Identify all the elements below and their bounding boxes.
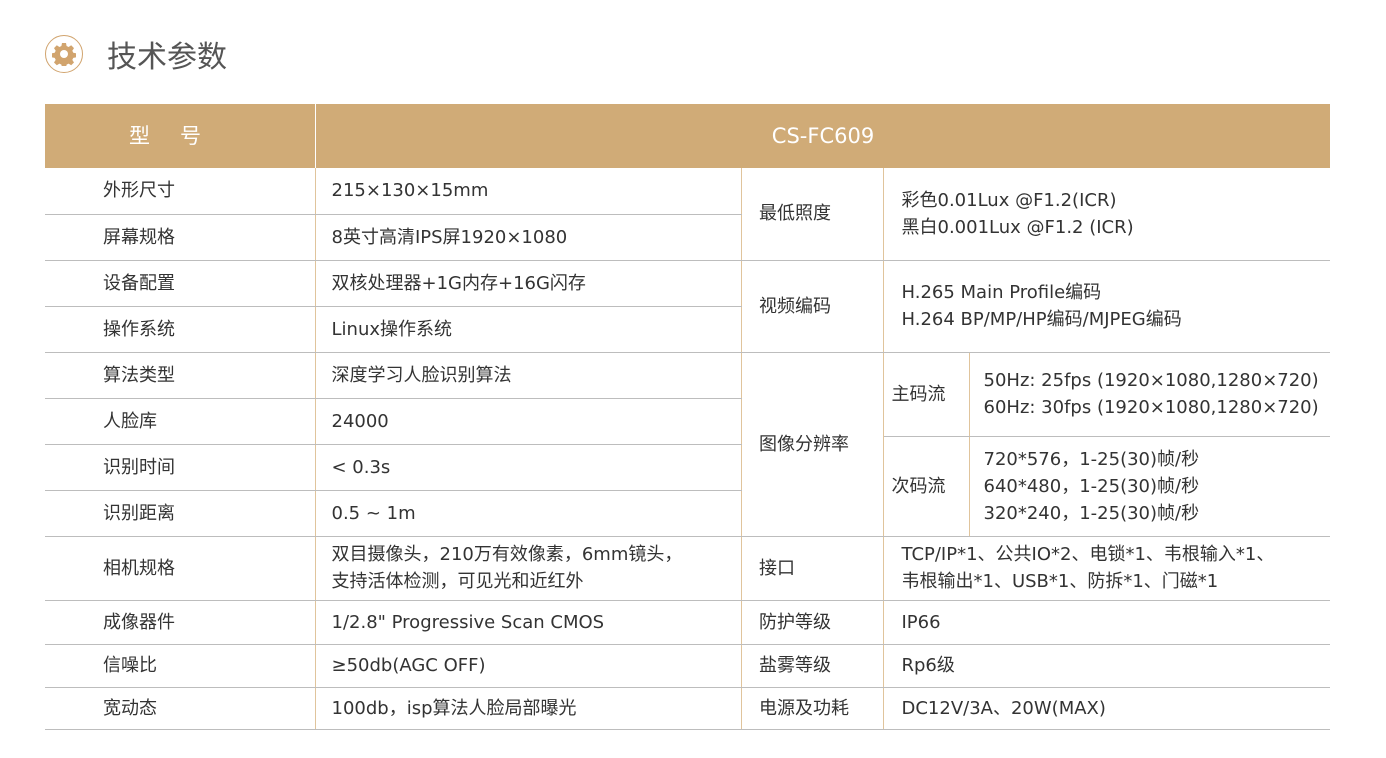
- model-value: CS-FC609: [771, 124, 875, 148]
- value-line: 50Hz: 25fps (1920×1080,1280×720): [983, 370, 1319, 391]
- spec-value: Linux操作系统: [315, 306, 742, 353]
- value-line: H.264 BP/MP/HP编码/MJPEG编码: [901, 309, 1182, 330]
- spec-row: 识别时间 < 0.3s: [45, 444, 742, 491]
- spec-value: 100db，isp算法人脸局部曝光: [315, 687, 742, 730]
- value-line: 双目摄像头，210万有效像素，6mm镜头，: [331, 544, 683, 565]
- spec-subkey: 主码流: [883, 352, 970, 437]
- spec-value: 彩色0.01Lux @F1.2(ICR) 黑白0.001Lux @F1.2 (IC…: [883, 168, 1330, 261]
- value-line: 彩色0.01Lux @F1.2(ICR): [901, 189, 1117, 211]
- value-line: 8英寸高清IPS屏1920×1080: [331, 226, 568, 248]
- value-line: < 0.3s: [331, 456, 391, 478]
- spec-value: 双核处理器+1G内存+16G闪存: [315, 260, 742, 307]
- gear-icon: [45, 35, 83, 73]
- spec-value: DC12V/3A、20W(MAX): [883, 687, 1330, 730]
- value-line: 0.5 ~ 1m: [331, 502, 416, 524]
- spec-key: 宽动态: [45, 687, 316, 730]
- spec-value: 720*576，1-25(30)帧/秒 640*480，1-25(30)帧/秒 32…: [969, 436, 1330, 537]
- value-line: 640*480，1-25(30)帧/秒: [983, 475, 1200, 497]
- spec-row: 设备配置 双核处理器+1G内存+16G闪存: [45, 260, 742, 307]
- spec-key: 识别时间: [45, 444, 316, 491]
- spec-value: 深度学习人脸识别算法: [315, 352, 742, 399]
- value-line: 720*576，1-25(30)帧/秒: [983, 448, 1200, 470]
- spec-subkey: 次码流: [883, 436, 970, 537]
- spec-value: TCP/IP*1、公共IO*2、电锁*1、韦根输入*1、 韦根输出*1、USB*1…: [883, 536, 1330, 601]
- spec-key: 算法类型: [45, 352, 316, 399]
- spec-row: 外形尺寸 215×130×15mm: [45, 168, 742, 215]
- value-line: 深度学习人脸识别算法: [331, 364, 512, 386]
- spec-key: 视频编码: [741, 260, 884, 353]
- spec-key: 外形尺寸: [45, 168, 316, 215]
- value-line: Rp6级: [901, 655, 955, 676]
- value-line: DC12V/3A、20W(MAX): [901, 697, 1106, 719]
- spec-value: ≥50db(AGC OFF): [315, 644, 742, 688]
- spec-key: 接口: [741, 536, 884, 601]
- value-line: 215×130×15mm: [331, 180, 489, 202]
- spec-value: 24000: [315, 398, 742, 445]
- spec-key: 人脸库: [45, 398, 316, 445]
- spec-row: 识别距离 0.5 ~ 1m: [45, 490, 742, 537]
- spec-key: 识别距离: [45, 490, 316, 537]
- spec-row: 操作系统 Linux操作系统: [45, 306, 742, 353]
- value-line: 320*240，1-25(30)帧/秒: [983, 502, 1200, 524]
- spec-key: 盐雾等级: [741, 644, 884, 688]
- value-line: 黑白0.001Lux @F1.2 (ICR): [901, 216, 1134, 238]
- value-line: IP66: [901, 611, 941, 633]
- spec-value: 8英寸高清IPS屏1920×1080: [315, 214, 742, 261]
- value-line: H.265 Main Profile编码: [901, 282, 1102, 303]
- value-line: 韦根输出*1、USB*1、防拆*1、门磁*1: [901, 571, 1219, 592]
- spec-value: 50Hz: 25fps (1920×1080,1280×720) 60Hz: 30…: [969, 352, 1330, 437]
- spec-row: 宽动态 100db，isp算法人脸局部曝光: [45, 687, 742, 730]
- spec-value: IP66: [883, 600, 1330, 645]
- spec-key: 操作系统: [45, 306, 316, 353]
- section-title: 技术参数: [45, 32, 227, 76]
- spec-table-left: 外形尺寸 215×130×15mm 屏幕规格 8英寸高清IPS屏1920×1080 设备…: [45, 168, 742, 730]
- value-line: 双核处理器+1G内存+16G闪存: [331, 272, 586, 294]
- model-label: 型号: [45, 104, 316, 168]
- table-header: 型号 CS-FC609: [45, 104, 1330, 168]
- spec-row: 信噪比 ≥50db(AGC OFF): [45, 644, 742, 688]
- spec-key: 相机规格: [45, 536, 316, 601]
- value-line: ≥50db(AGC OFF): [331, 655, 486, 676]
- spec-value: < 0.3s: [315, 444, 742, 491]
- spec-value: H.265 Main Profile编码 H.264 BP/MP/HP编码/MJP…: [883, 260, 1330, 353]
- spec-row: 算法类型 深度学习人脸识别算法: [45, 352, 742, 399]
- spec-row: 成像器件 1/2.8" Progressive Scan CMOS: [45, 600, 742, 645]
- value-line: 24000: [331, 410, 389, 432]
- page-title: 技术参数: [107, 40, 227, 75]
- value-line: TCP/IP*1、公共IO*2、电锁*1、韦根输入*1、: [901, 544, 1275, 565]
- value-line: 支持活体检测，可见光和近红外: [331, 571, 584, 592]
- value-line: Linux操作系统: [331, 318, 453, 340]
- spec-row: 屏幕规格 8英寸高清IPS屏1920×1080: [45, 214, 742, 261]
- spec-table-right: 最低照度 彩色0.01Lux @F1.2(ICR) 黑白0.001Lux @F1.2…: [741, 168, 1330, 730]
- spec-key: 图像分辨率: [741, 352, 884, 537]
- spec-row: 相机规格 双目摄像头，210万有效像素，6mm镜头， 支持活体检测，可见光和近红外: [45, 536, 742, 601]
- value-line: 60Hz: 30fps (1920×1080,1280×720): [983, 397, 1319, 418]
- spec-key: 最低照度: [741, 168, 884, 261]
- spec-key: 屏幕规格: [45, 214, 316, 261]
- value-line: 100db，isp算法人脸局部曝光: [331, 697, 577, 719]
- spec-value: 双目摄像头，210万有效像素，6mm镜头， 支持活体检测，可见光和近红外: [315, 536, 742, 601]
- value-line: 1/2.8" Progressive Scan CMOS: [331, 611, 605, 633]
- spec-value: 0.5 ~ 1m: [315, 490, 742, 537]
- spec-key: 成像器件: [45, 600, 316, 645]
- spec-value: 215×130×15mm: [315, 168, 742, 215]
- spec-key: 电源及功耗: [741, 687, 884, 730]
- spec-key: 防护等级: [741, 600, 884, 645]
- spec-row: 人脸库 24000: [45, 398, 742, 445]
- spec-value: Rp6级: [883, 644, 1330, 688]
- spec-key: 设备配置: [45, 260, 316, 307]
- spec-key: 信噪比: [45, 644, 316, 688]
- spec-value: 1/2.8" Progressive Scan CMOS: [315, 600, 742, 645]
